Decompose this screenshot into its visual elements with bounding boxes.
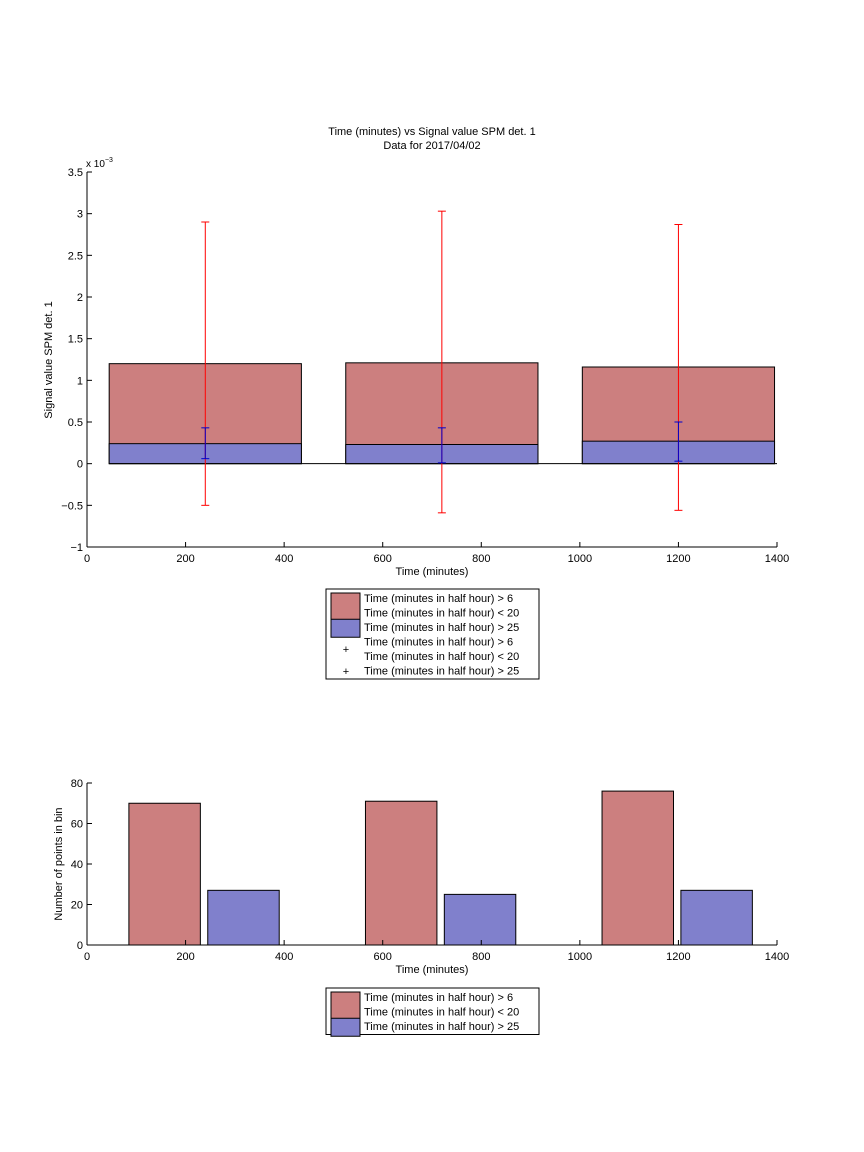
x-tick-label: 1000 [568, 553, 592, 565]
y-axis-label: Signal value SPM det. 1 [43, 301, 55, 418]
legend-swatch-series2 [330, 618, 361, 638]
y-tick-label: −1 [70, 542, 83, 554]
x-axis-label: Time (minutes) [396, 566, 469, 578]
legend-label: Time (minutes in half hour) > 6 [364, 637, 513, 649]
y-tick-label: 3 [77, 209, 83, 221]
x-tick-label: 600 [374, 951, 392, 963]
y-tick-label: 20 [71, 900, 83, 912]
x-tick-label: 0 [84, 553, 90, 565]
y-tick-label: 0 [77, 940, 83, 952]
y-tick-label: 60 [71, 819, 83, 831]
chart-title: Time (minutes) vs Signal value SPM det. … [328, 126, 535, 138]
bar-series1-1 [128, 802, 201, 946]
y-tick-label: 2 [77, 292, 83, 304]
legend-box [325, 588, 540, 680]
legend-label: Time (minutes in half hour) > 6 [364, 992, 513, 1004]
legend-swatch-series2 [330, 1017, 361, 1037]
legend-top: Time (minutes in half hour) > 6 Time (min… [325, 588, 540, 680]
y-axis-label: Number of points in bin [53, 807, 65, 920]
legend-label: Time (minutes in half hour) > 6 [364, 593, 513, 605]
x-tick-label: 1000 [568, 951, 592, 963]
x-tick-label: 400 [275, 951, 293, 963]
plot-area-top: 0 200 400 600 800 1000 1200 1400 −1 −0.5 0 0.5 1 1.5 2… [61, 167, 789, 565]
bar-series1-3 [364, 800, 438, 946]
y-exponent-label: x 10−3 [86, 157, 113, 170]
points-per-bin-chart: Number of points in bin Time (minutes) 0… [53, 778, 789, 1037]
y-tick-label: 1 [77, 375, 83, 387]
y-tick-label: 80 [71, 778, 83, 790]
y-tick-label: 1.5 [68, 334, 83, 346]
y-tick-label: 0 [77, 459, 83, 471]
legend-marker-series1: + [343, 644, 349, 656]
y-tick-label: 3.5 [68, 167, 83, 179]
legend-label: Time (minutes in half hour) > 25 [364, 1021, 519, 1033]
bar-series1-5 [601, 790, 674, 946]
legend-marker-series2: + [343, 666, 349, 678]
x-tick-label: 1200 [666, 553, 690, 565]
legend-label: Time (minutes in half hour) < 20 [364, 1007, 519, 1019]
bar-series2-2 [207, 889, 280, 946]
legend-label: Time (minutes in half hour) > 25 [364, 666, 519, 678]
legend-swatch-series1 [330, 991, 361, 1020]
x-tick-label: 400 [275, 553, 293, 565]
legend-bottom: Time (minutes in half hour) > 6 Time (min… [325, 987, 540, 1037]
x-axis-label: Time (minutes) [396, 964, 469, 976]
plot-area-bottom: 0 200 400 600 800 1000 1200 1400 0 20 40 60 80 [71, 778, 789, 963]
legend-box [325, 987, 540, 1035]
legend-label: Time (minutes in half hour) < 20 [364, 608, 519, 620]
bar-series2-6 [680, 889, 753, 946]
y-tick-label: −0.5 [61, 500, 83, 512]
legend-swatch-series1 [330, 592, 361, 621]
x-tick-label: 0 [84, 951, 90, 963]
signal-value-chart: Time (minutes) vs Signal value SPM det. … [43, 126, 789, 680]
y-tick-label: 40 [71, 859, 83, 871]
y-tick-label: 0.5 [68, 417, 83, 429]
bar-series2-4 [443, 893, 517, 946]
x-tick-label: 1200 [666, 951, 690, 963]
x-tick-label: 600 [374, 553, 392, 565]
x-tick-label: 200 [176, 553, 194, 565]
x-tick-label: 1400 [765, 553, 789, 565]
exponent-power: −3 [105, 157, 113, 164]
exponent-base: x 10 [86, 159, 105, 170]
legend-label: Time (minutes in half hour) < 20 [364, 651, 519, 663]
x-tick-label: 1400 [765, 951, 789, 963]
y-tick-label: 2.5 [68, 250, 83, 262]
x-tick-label: 800 [472, 553, 490, 565]
x-tick-label: 200 [176, 951, 194, 963]
legend-label: Time (minutes in half hour) > 25 [364, 622, 519, 634]
x-tick-label: 800 [472, 951, 490, 963]
chart-subtitle: Data for 2017/04/02 [383, 140, 480, 152]
